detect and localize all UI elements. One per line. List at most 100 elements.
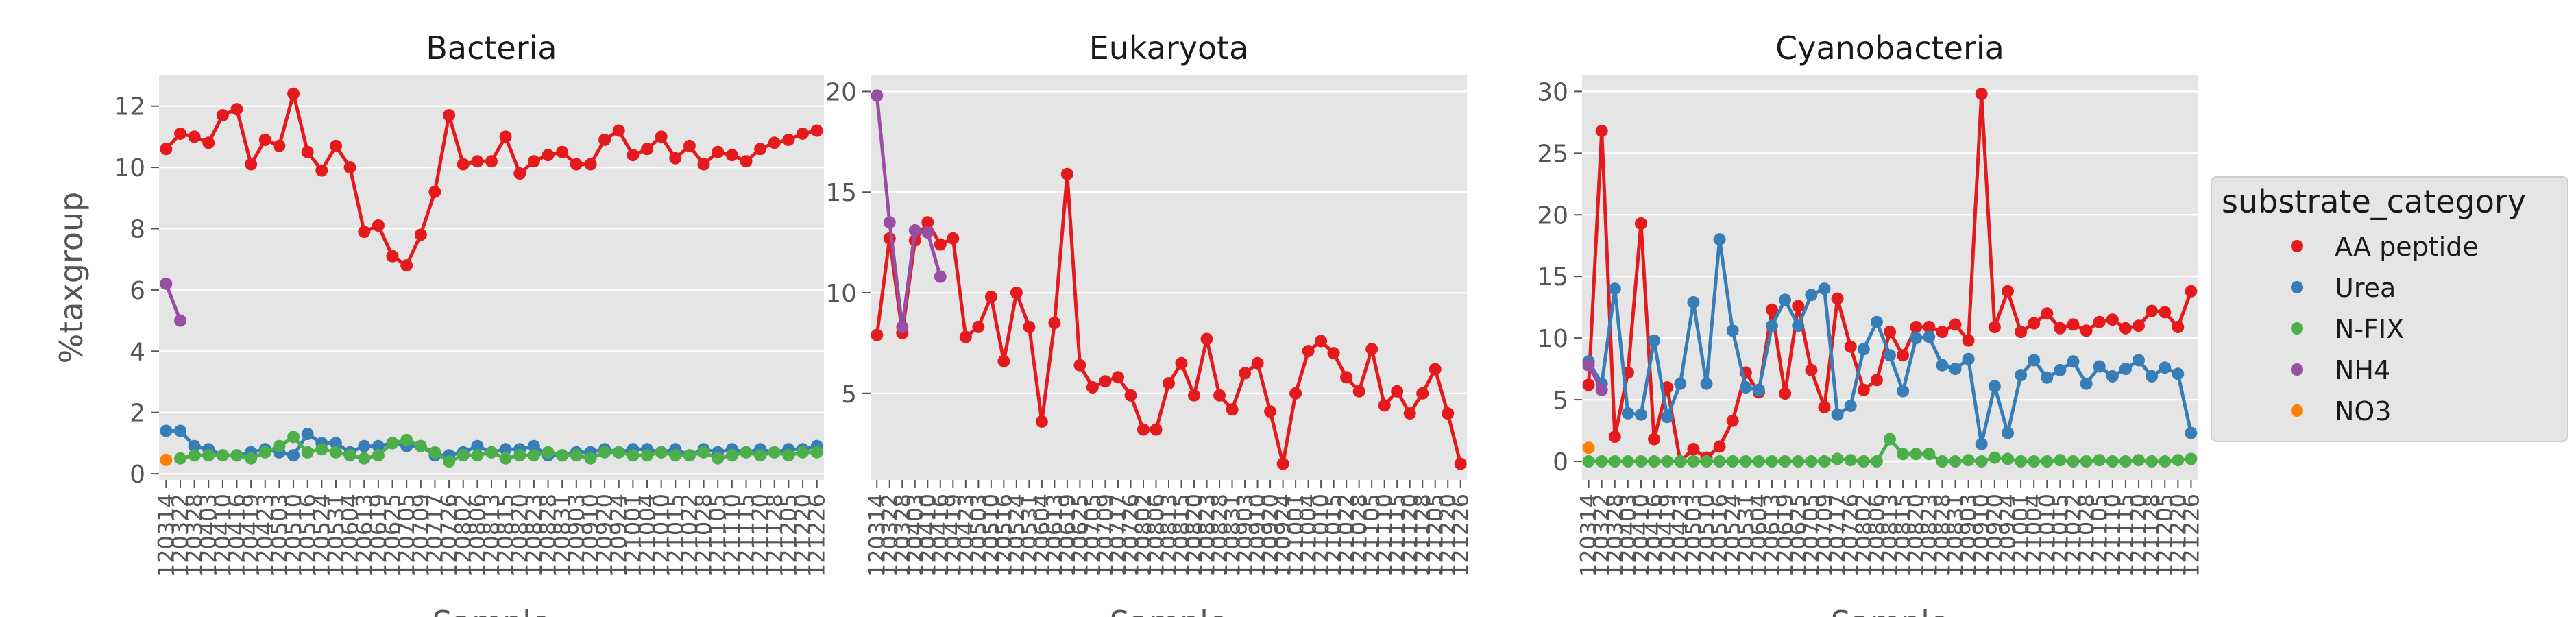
data-point [1378,399,1391,412]
legend-marker [2291,404,2303,417]
data-point [160,143,173,156]
data-point [414,228,427,241]
x-tick-label: 120503 [965,494,991,577]
data-point [1595,455,1608,468]
x-tick-label: 120510 [280,494,306,577]
data-point [400,259,413,272]
x-tick-label: 120322 [167,494,193,577]
x-tick-label: 121105 [2087,494,2113,577]
data-point [2172,321,2185,333]
data-point [2146,304,2159,317]
data-point [499,452,512,465]
data-point [1818,282,1831,295]
data-point [1910,448,1923,461]
data-point [1923,321,1936,333]
data-point [2067,318,2080,331]
data-point [2106,313,2119,326]
data-point [1035,415,1048,428]
data-point [997,354,1010,367]
legend-item: Urea [2291,273,2396,303]
x-axis-label: Sample [1110,604,1228,617]
x-tick-label: 120314 [864,494,890,577]
data-point [301,428,314,440]
legend-item: N-FIX [2291,314,2404,344]
data-point [1608,282,1621,295]
data-point [1988,451,2001,464]
panel-title: Eukaryota [1089,29,1249,66]
data-point [1060,167,1073,180]
x-tick-label: 120828 [535,494,561,577]
legend-marker [2291,281,2303,293]
data-point [1687,296,1700,308]
x-tick-label: 120910 [577,494,603,577]
panel-title: Bacteria [426,29,557,66]
data-point [627,449,640,462]
y-tick-label: 6 [130,277,145,305]
data-point [1175,356,1188,370]
data-point [810,124,823,137]
x-tick-label: 121226 [1448,494,1474,577]
data-point [1870,374,1883,387]
data-point [471,439,484,452]
data-point [1315,335,1328,348]
x-tick-label: 120717 [1105,494,1131,577]
data-point [386,250,399,263]
data-point [2133,319,2145,332]
panel-eukaryota: 5101520120314120322120328120403120410120… [825,29,1474,617]
data-point [1923,330,1936,343]
x-tick-label: 120820 [507,494,533,577]
x-tick-label: 120709 [408,494,434,577]
data-point [921,216,934,229]
data-point [1391,385,1404,398]
data-point [1897,349,1910,362]
data-point [754,449,767,462]
x-tick-label: 120924 [606,494,632,577]
data-point [1302,345,1315,358]
legend-item: NO3 [2291,396,2392,426]
series-aa-peptide [160,87,823,272]
data-point [1752,455,1765,468]
x-tick-label: 121105 [705,494,731,577]
x-axis-label: Sample [433,604,550,617]
y-tick-label: 10 [114,154,145,182]
data-point [245,158,258,171]
x-tick-label: 120726 [1117,494,1143,577]
x-tick-label: 120802 [1130,494,1156,577]
legend-label: Urea [2335,273,2396,303]
x-tick-label: 120619 [1054,494,1080,577]
y-tick-label: 0 [1553,448,1568,476]
data-point [871,328,884,341]
x-tick-label: 120820 [1181,494,1207,577]
data-point [1099,375,1112,388]
data-point [2093,315,2106,328]
data-point [797,446,809,459]
data-point [2146,455,2159,468]
legend-title: substrate_category [2222,183,2526,220]
data-point [2054,322,2067,335]
x-tick-label: 120322 [877,494,903,577]
data-point [782,133,795,146]
x-tick-label: 120709 [1092,494,1118,577]
data-point [2067,455,2080,468]
x-tick-label: 120828 [1929,494,1955,577]
x-tick-label: 120613 [351,494,377,577]
data-point [959,330,972,343]
legend-label: NH4 [2335,355,2390,385]
data-point [2041,455,2054,468]
data-point [1124,389,1137,402]
x-tick-label: 121110 [1372,494,1398,577]
data-point [725,449,738,462]
data-point [513,449,526,462]
x-tick-label: 120920 [1257,494,1283,577]
x-tick-label: 120510 [1694,494,1720,577]
data-point [2015,369,2028,382]
data-point [2002,285,2014,298]
data-point [2159,361,2172,374]
series-line [180,435,817,463]
data-point [216,109,229,122]
x-tick-label: 121022 [2060,494,2086,577]
data-point [2119,455,2132,468]
data-point [754,143,767,156]
x-tick-label: 121128 [1409,494,1435,577]
data-point [1582,359,1595,372]
